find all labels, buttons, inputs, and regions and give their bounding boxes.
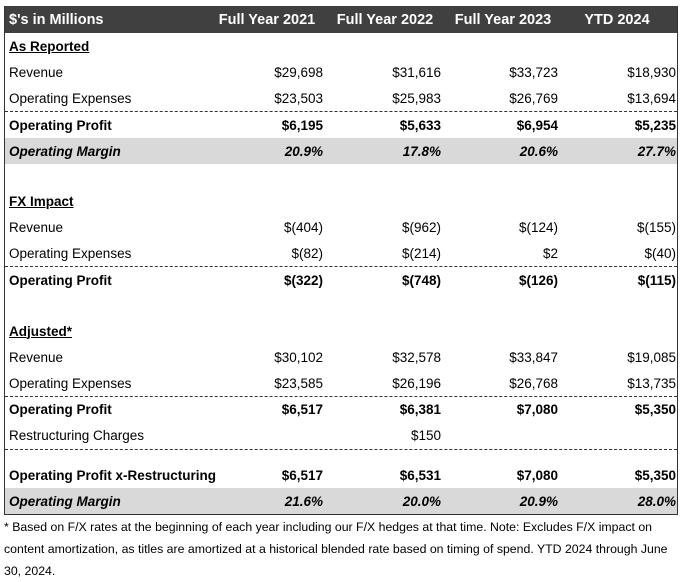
- row-label: FX Impact: [9, 193, 74, 209]
- table-row: Operating Margin 20.9% 17.8% 20.6% 27.7%: [5, 138, 677, 164]
- table-row: Restructuring Charges $150: [5, 422, 677, 449]
- cell-value: $32,578: [392, 349, 441, 365]
- spacer-row: [5, 449, 677, 462]
- cell-value: $31,616: [392, 64, 441, 80]
- cell-value: $33,847: [509, 349, 558, 365]
- cell-value: $(962): [401, 219, 441, 235]
- row-label: Revenue: [9, 349, 64, 365]
- cell-value: $(40): [644, 245, 676, 261]
- cell-value: $6,531: [399, 467, 441, 483]
- cell-value: $33,723: [509, 64, 558, 80]
- cell-value: $18,930: [627, 64, 676, 80]
- cell-value: $25,983: [392, 90, 441, 106]
- table-row: Revenue $30,102 $32,578 $33,847 $19,085: [5, 344, 677, 370]
- column-header: Full Year 2022: [336, 11, 434, 28]
- cell-value: $13,694: [627, 90, 676, 106]
- table-row: Operating Expenses $23,503 $25,983 $26,769 $…: [5, 85, 677, 111]
- header-label: $'s in Millions: [9, 11, 104, 28]
- row-label: Revenue: [9, 219, 64, 235]
- cell-value: $6,517: [281, 467, 323, 483]
- table-row: Revenue $(404) $(962) $(124) $(155): [5, 214, 677, 240]
- column-header: Full Year 2021: [218, 11, 316, 28]
- cell-value: $(155): [636, 219, 676, 235]
- cell-value: $6,517: [281, 402, 323, 417]
- cell-value: $(748): [401, 272, 441, 288]
- cell-value: $5,235: [634, 117, 676, 133]
- row-label: Operating Expenses: [9, 375, 132, 391]
- cell-value: $150: [410, 428, 441, 443]
- row-label: Operating Profit: [9, 272, 112, 288]
- cell-value: $6,195: [281, 117, 323, 133]
- table-header: $'s in Millions Full Year 2021 Full Year 2…: [5, 6, 677, 33]
- cell-value: $29,698: [274, 64, 323, 80]
- spacer-row: [5, 293, 677, 318]
- table-row: Operating Margin 21.6% 20.0% 20.9% 28.0%: [5, 488, 677, 514]
- table-row: Operating Profit x-Restructuring $6,517 $6…: [5, 462, 677, 488]
- row-label: Adjusted*: [9, 323, 73, 339]
- cell-value: $6,954: [516, 117, 558, 133]
- cell-value: $(124): [518, 219, 558, 235]
- cell-value: $7,080: [516, 467, 558, 483]
- cell-value: $6,381: [399, 402, 441, 417]
- cell-value: 20.9%: [284, 143, 323, 159]
- row-label: Operating Profit: [9, 117, 112, 133]
- row-label: Revenue: [9, 64, 64, 80]
- cell-value: $26,769: [509, 90, 558, 106]
- cell-value: $7,080: [516, 402, 558, 417]
- section-header: Adjusted*: [5, 318, 677, 344]
- table-row: Revenue $29,698 $31,616 $33,723 $18,930: [5, 59, 677, 85]
- table-row: Operating Profit $(322) $(748) $(126) $(115): [5, 266, 677, 293]
- cell-value: $13,735: [627, 375, 676, 391]
- row-label: Operating Margin: [9, 143, 121, 159]
- cell-value: $5,350: [634, 467, 676, 483]
- row-label: Operating Margin: [9, 493, 121, 509]
- cell-value: $23,585: [274, 375, 323, 391]
- financial-table: $'s in Millions Full Year 2021 Full Year 2…: [4, 6, 678, 515]
- row-label: Operating Profit x-Restructuring: [9, 467, 217, 483]
- cell-value: $5,350: [634, 402, 676, 417]
- cell-value: 27.7%: [637, 143, 676, 159]
- table-row: Operating Expenses $(82) $(214) $2 $(40): [5, 240, 677, 266]
- table-row: Operating Expenses $23,585 $26,196 $26,768 $…: [5, 370, 677, 396]
- cell-value: 20.9%: [519, 493, 558, 509]
- cell-value: 28.0%: [637, 493, 676, 509]
- cell-value: $26,196: [392, 375, 441, 391]
- row-label: Operating Expenses: [9, 90, 132, 106]
- cell-value: $5,633: [399, 117, 441, 133]
- footnote: * Based on F/X rates at the beginning of…: [4, 520, 668, 578]
- row-label: As Reported: [9, 38, 90, 54]
- cell-value: $23,503: [274, 90, 323, 106]
- cell-value: 20.0%: [402, 493, 441, 509]
- table-row: Operating Profit $6,195 $5,633 $6,954 $5,235: [5, 111, 677, 138]
- cell-value: $2: [542, 245, 558, 261]
- column-header: YTD 2024: [584, 11, 650, 28]
- cell-value: $(126): [518, 272, 558, 288]
- cell-value: $30,102: [274, 349, 323, 365]
- cell-value: 20.6%: [519, 143, 558, 159]
- cell-value: $(82): [291, 245, 323, 261]
- row-label: Operating Profit: [9, 402, 112, 417]
- cell-value: $(404): [283, 219, 323, 235]
- cell-value: 21.6%: [284, 493, 323, 509]
- cell-value: $(214): [401, 245, 441, 261]
- row-label: Restructuring Charges: [9, 428, 145, 443]
- column-header: Full Year 2023: [454, 11, 552, 28]
- section-header: FX Impact: [5, 188, 677, 214]
- row-label: Operating Expenses: [9, 245, 132, 261]
- section-header: As Reported: [5, 33, 677, 59]
- cell-value: $19,085: [627, 349, 676, 365]
- cell-value: $(115): [637, 272, 676, 288]
- table-row: Operating Profit $6,517 $6,381 $7,080 $5,350: [5, 396, 677, 422]
- spacer-row: [5, 164, 677, 188]
- cell-value: 17.8%: [402, 143, 441, 159]
- cell-value: $(322): [283, 272, 323, 288]
- cell-value: $26,768: [509, 375, 558, 391]
